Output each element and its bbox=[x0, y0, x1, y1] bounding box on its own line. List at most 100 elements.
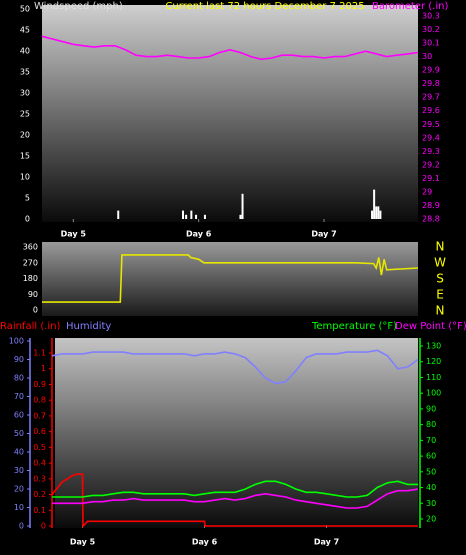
chart-title: Current last 72 hours December 7 2025 bbox=[165, 1, 364, 12]
y-tick-label: 40 bbox=[14, 448, 24, 457]
series-line bbox=[51, 349, 419, 385]
y-tick-label: 30.3 bbox=[422, 12, 440, 21]
y-tick-label: 40 bbox=[426, 483, 436, 492]
plot-area bbox=[42, 242, 418, 316]
y-tick-label: 30 bbox=[14, 466, 24, 475]
y-tick-label: 60 bbox=[426, 452, 436, 461]
y-tick-label: 80 bbox=[14, 374, 24, 383]
y-tick-label: W bbox=[434, 256, 446, 270]
y-tick-label: 35 bbox=[20, 68, 30, 77]
y-tick-label: 25 bbox=[20, 110, 30, 119]
y-tick-label: 0 bbox=[41, 522, 46, 531]
y-tick-label: 0.8 bbox=[33, 396, 46, 405]
y-tick-label: 29.7 bbox=[422, 93, 440, 102]
series-name: Temperature (°F) bbox=[311, 321, 397, 332]
y-tick-label: 0.2 bbox=[33, 490, 46, 499]
y-tick-label: 10 bbox=[14, 503, 24, 512]
y-tick-label: N bbox=[436, 240, 445, 254]
y-tick-label: 70 bbox=[426, 436, 436, 445]
x-tick-label: Day 7 bbox=[314, 538, 339, 547]
y-tick-label: 50 bbox=[20, 5, 30, 14]
series-name: Humidity bbox=[66, 321, 111, 332]
y-tick-label: 80 bbox=[426, 420, 436, 429]
y-tick-label: 1.1 bbox=[33, 349, 46, 358]
y-tick-label: 0.5 bbox=[33, 443, 46, 452]
y-tick-label: 30 bbox=[426, 499, 436, 508]
y-tick-label: 180 bbox=[23, 274, 38, 283]
y-tick-label: 50 bbox=[14, 429, 24, 438]
y-tick-label: 29.2 bbox=[422, 160, 440, 169]
y-tick-label: 0.9 bbox=[33, 380, 46, 389]
series-name: Barometer (.in) bbox=[372, 1, 448, 12]
y-tick-label: 130 bbox=[426, 342, 441, 351]
y-tick-label: 0.3 bbox=[33, 474, 46, 483]
y-tick-label: 29.5 bbox=[422, 120, 440, 129]
y-tick-label: 90 bbox=[426, 404, 436, 413]
wind-bar bbox=[182, 210, 184, 219]
y-tick-label: N bbox=[436, 304, 445, 318]
wind-bar bbox=[195, 214, 198, 219]
wind-bar bbox=[239, 214, 242, 219]
wind-bar bbox=[185, 214, 188, 219]
y-tick-label: 30.2 bbox=[422, 25, 440, 34]
y-tick-label: 28.9 bbox=[422, 201, 440, 210]
wind-bar bbox=[203, 214, 206, 219]
y-tick-label: 0 bbox=[25, 215, 30, 224]
wind-bar bbox=[377, 206, 380, 219]
y-tick-label: 20 bbox=[20, 131, 30, 140]
series-name: Windspeed (mph) bbox=[34, 1, 123, 12]
wind-bar bbox=[241, 193, 244, 219]
series-line bbox=[52, 488, 419, 509]
series-line bbox=[42, 254, 419, 303]
y-tick-label: 20 bbox=[426, 515, 436, 524]
y-tick-label: 70 bbox=[14, 392, 24, 401]
y-tick-label: 270 bbox=[23, 258, 38, 267]
y-tick-label: 45 bbox=[20, 26, 30, 35]
wind-bar bbox=[379, 210, 382, 219]
y-tick-label: 29.1 bbox=[422, 174, 440, 183]
y-tick-label: 60 bbox=[14, 411, 24, 420]
series-line bbox=[52, 480, 418, 498]
y-tick-label: 360 bbox=[23, 243, 38, 252]
x-tick-label: Day 7 bbox=[311, 230, 336, 239]
y-tick-label: 0 bbox=[19, 522, 24, 531]
y-tick-label: 50 bbox=[426, 467, 436, 476]
y-tick-label: 29.8 bbox=[422, 79, 440, 88]
y-tick-label: 29.6 bbox=[422, 106, 440, 115]
y-tick-label: 30 bbox=[422, 52, 432, 61]
y-tick-label: 90 bbox=[14, 355, 24, 364]
wind-bar bbox=[371, 210, 374, 219]
series-name: Dew Point (°F) bbox=[395, 321, 466, 332]
y-tick-label: 110 bbox=[426, 373, 441, 382]
y-tick-label: 100 bbox=[426, 389, 441, 398]
y-tick-label: 120 bbox=[426, 357, 441, 366]
y-tick-label: 100 bbox=[9, 337, 24, 346]
y-tick-label: 5 bbox=[25, 194, 30, 203]
x-tick-label: Day 6 bbox=[192, 538, 218, 547]
series-name: Rainfall (.in) bbox=[0, 321, 61, 332]
y-tick-label: 90 bbox=[28, 290, 38, 299]
y-tick-label: 40 bbox=[20, 47, 30, 56]
y-tick-label: 0.1 bbox=[33, 506, 46, 515]
x-tick-label: Day 5 bbox=[70, 538, 96, 547]
y-tick-label: 29.9 bbox=[422, 66, 440, 75]
y-tick-label: 0.6 bbox=[33, 427, 46, 436]
wind-bar bbox=[117, 210, 120, 219]
y-tick-label: S bbox=[436, 272, 444, 286]
y-tick-label: E bbox=[436, 288, 444, 302]
y-tick-label: 10 bbox=[20, 173, 30, 182]
y-tick-label: 0 bbox=[33, 306, 38, 315]
y-tick-label: 15 bbox=[20, 152, 30, 161]
series-line bbox=[51, 473, 418, 528]
y-tick-label: 20 bbox=[14, 485, 24, 494]
x-tick-label: Day 6 bbox=[186, 230, 212, 239]
y-tick-label: 29 bbox=[422, 187, 432, 196]
series-line bbox=[41, 35, 419, 61]
plot-area bbox=[42, 5, 418, 222]
y-tick-label: 0.4 bbox=[33, 459, 46, 468]
y-tick-label: 29.4 bbox=[422, 133, 440, 142]
y-tick-label: 0.7 bbox=[33, 411, 46, 420]
y-tick-label: 1 bbox=[41, 364, 46, 373]
